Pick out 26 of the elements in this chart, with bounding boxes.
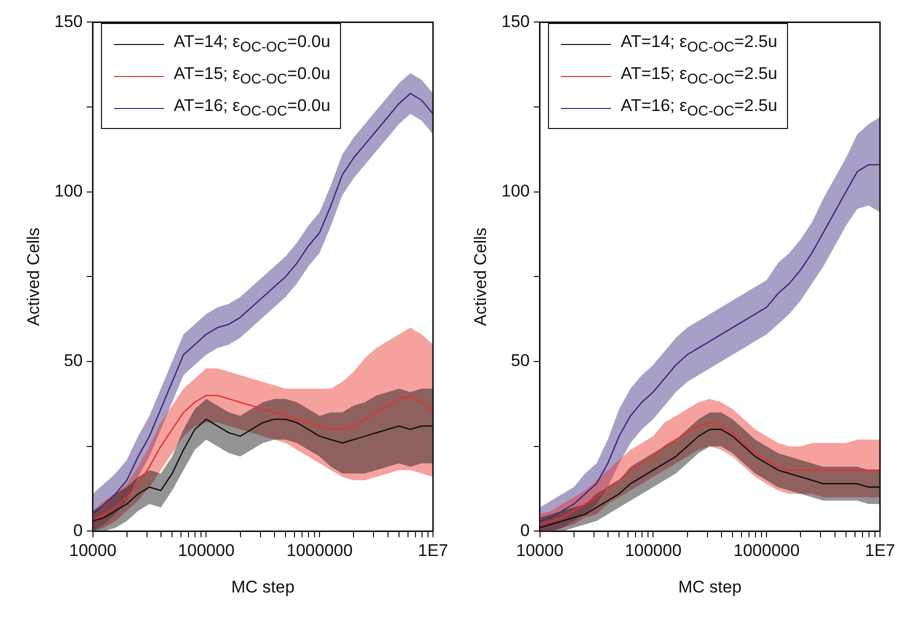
y-tick-label: 50	[510, 351, 530, 370]
x-axis-title: MC step	[231, 577, 295, 596]
legend-label: AT=16; ε$_{OC-OC}$=0.0u	[174, 96, 330, 120]
x-tick-label: 1E7	[864, 541, 896, 560]
legend-label: AT=16; ε$_{OC-OC}$=2.5u	[620, 96, 778, 120]
x-tick-label: 10000	[69, 541, 116, 560]
legend-label: AT=14; ε$_{OC-OC}$=0.0u	[174, 32, 330, 56]
y-tick-label: 100	[54, 182, 83, 201]
y-tick-label: 0	[520, 520, 530, 540]
y-tick-label: 100	[501, 182, 530, 201]
y-tick-label: 150	[54, 12, 83, 31]
x-tick-label: 100000	[178, 541, 235, 560]
x-tick-label: 1000000	[733, 541, 800, 560]
x-tick-label: 10000	[516, 541, 564, 560]
x-tick-label: 1E7	[418, 541, 448, 560]
y-axis-title: Actived Cells	[470, 228, 490, 326]
x-axis-title: MC step	[678, 577, 742, 596]
legend-label: AT=15; ε$_{OC-OC}$=0.0u	[174, 64, 330, 88]
y-axis-title: Actived Cells	[24, 228, 43, 326]
y-tick-label: 50	[64, 351, 83, 370]
legend-label: AT=14; ε$_{OC-OC}$=2.5u	[620, 32, 778, 56]
legend-label: AT=15; ε$_{OC-OC}$=2.5u	[620, 64, 778, 88]
x-tick-label: 100000	[624, 541, 682, 560]
x-tick-label: 1000000	[286, 541, 353, 560]
y-tick-label: 0	[73, 520, 83, 540]
y-tick-label: 150	[501, 12, 530, 31]
